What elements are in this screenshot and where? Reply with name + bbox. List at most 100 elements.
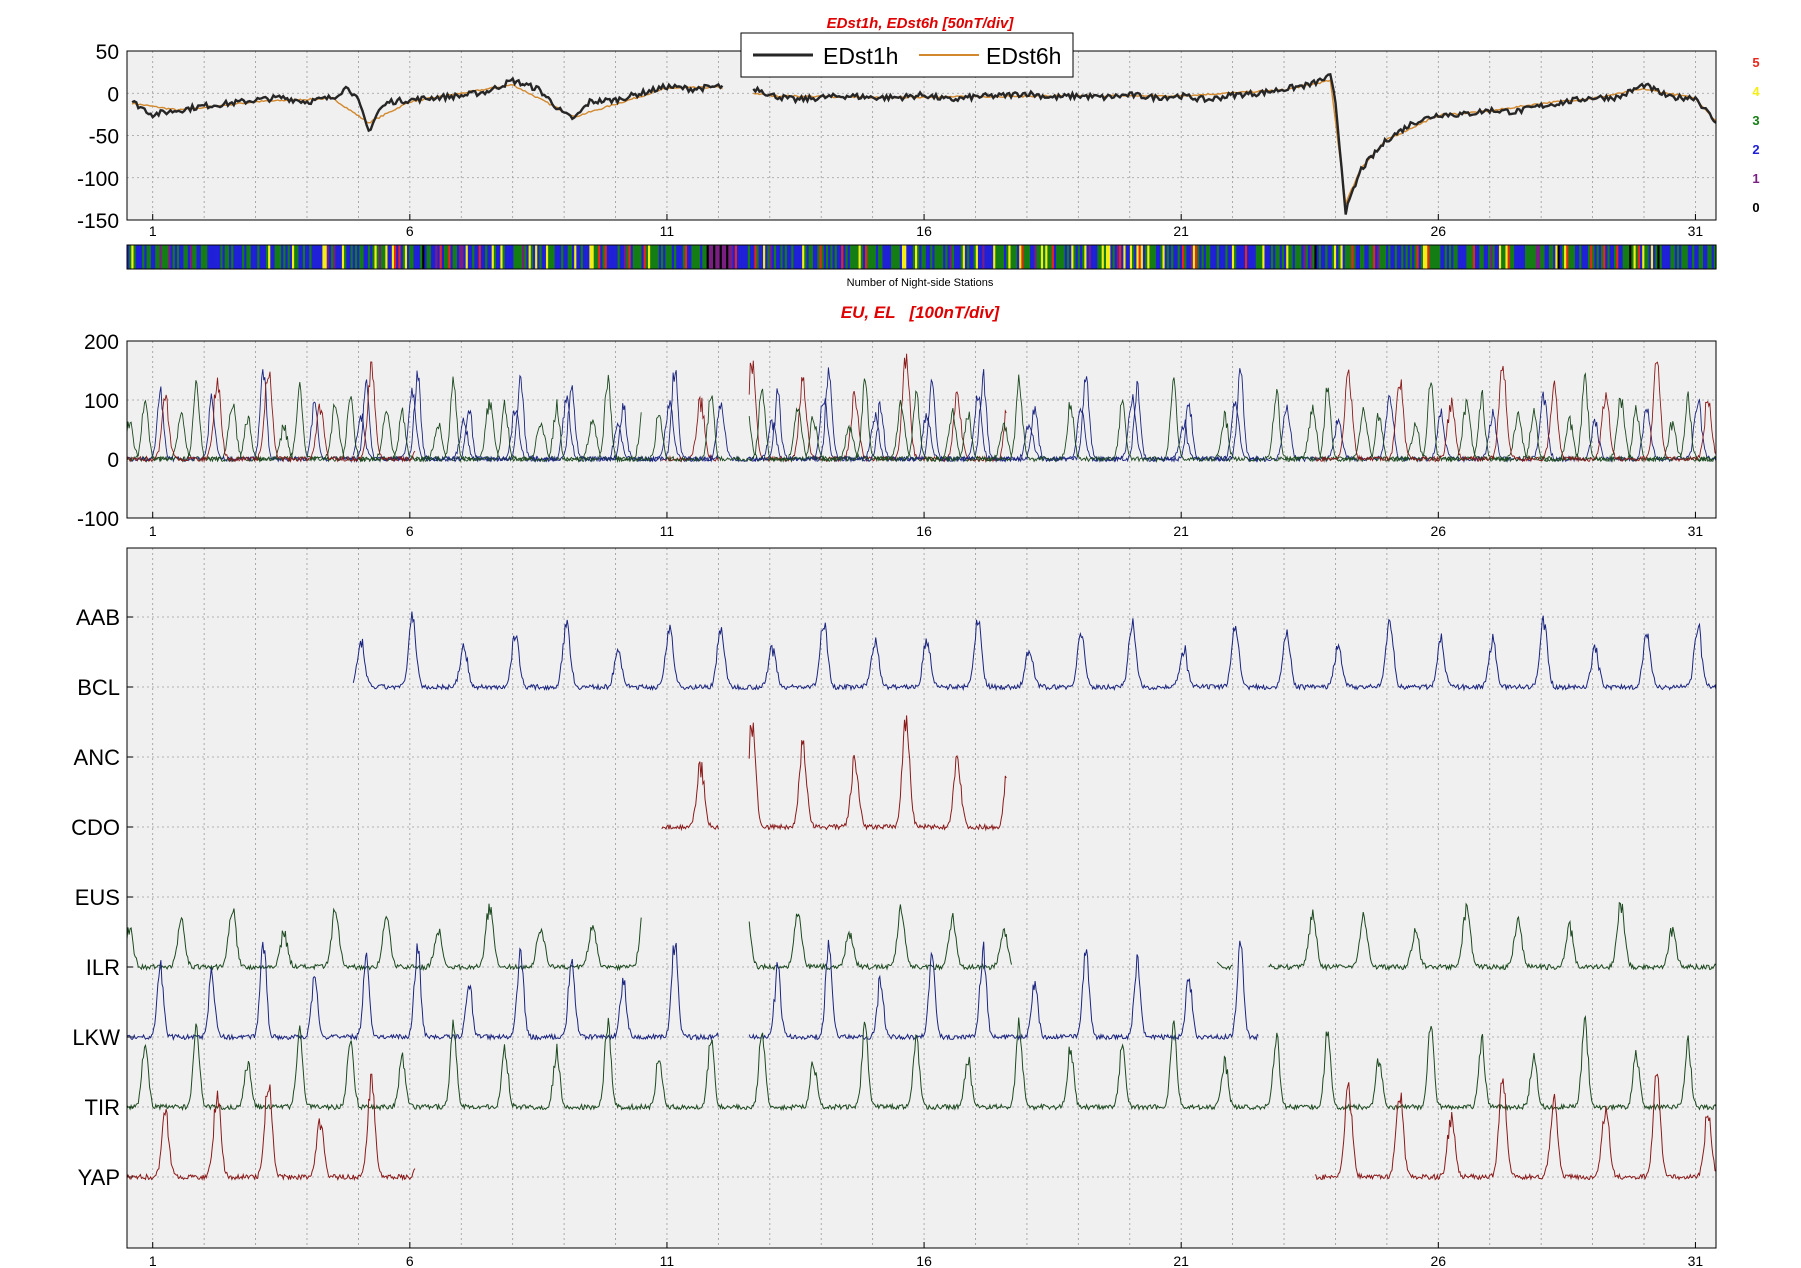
colorbar-cell xyxy=(1038,245,1042,269)
colorbar-cell xyxy=(218,245,221,269)
colorbar-cell xyxy=(1646,245,1650,269)
colorbar-cell xyxy=(1555,245,1559,269)
colorbar-cell xyxy=(1390,245,1394,269)
colorbar-cell xyxy=(1438,245,1441,269)
colorbar-cell xyxy=(637,245,640,269)
colorbar-cell xyxy=(257,245,261,269)
colorbar-cell xyxy=(276,245,280,269)
colorbar-cell xyxy=(515,245,519,269)
colorbar-cell xyxy=(654,245,658,269)
colorbar-cell xyxy=(1197,245,1200,269)
colorbar-cell xyxy=(1153,245,1157,269)
colorbar-cell xyxy=(224,245,228,269)
count-key-0: 0 xyxy=(1752,200,1759,215)
colorbar-cell xyxy=(1034,245,1038,269)
trace-tir xyxy=(1314,1073,1717,1181)
colorbar-cell xyxy=(750,245,753,269)
colorbar-cell xyxy=(986,245,990,269)
colorbar-cell xyxy=(1364,245,1368,269)
colorbar-cell xyxy=(229,245,232,269)
colorbar-cell xyxy=(344,245,347,269)
colorbar-cell xyxy=(255,245,258,269)
colorbar-cell xyxy=(1145,245,1148,269)
colorbar-cell xyxy=(656,245,660,269)
colorbar-cell xyxy=(428,245,432,269)
colorbar-cell xyxy=(1190,245,1194,269)
colorbar-cell xyxy=(1540,245,1543,269)
colorbar-cell xyxy=(1125,245,1129,269)
colorbar-cell xyxy=(836,245,840,269)
colorbar-cell xyxy=(1155,245,1159,269)
colorbar-cell xyxy=(1036,245,1040,269)
colorbar-cell xyxy=(1184,245,1187,269)
colorbar-cell xyxy=(318,245,321,269)
colorbar-cell xyxy=(446,245,449,269)
colorbar-cell xyxy=(1208,245,1211,269)
colorbar-cell xyxy=(956,245,959,269)
colorbar-cell xyxy=(899,245,903,269)
colorbar-cell xyxy=(802,245,805,269)
colorbar-cell xyxy=(619,245,623,269)
colorbar-cell xyxy=(502,245,506,269)
x-tick-label: 6 xyxy=(406,1253,414,1268)
colorbar-cell xyxy=(949,245,953,269)
colorbar-cell xyxy=(157,245,161,269)
legend-label-edst6h: EDst6h xyxy=(986,43,1061,69)
station-label-bcl: BCL xyxy=(77,675,120,700)
colorbar-cell xyxy=(754,245,758,269)
trace-ilr xyxy=(748,939,1259,1042)
colorbar-cell xyxy=(1229,245,1233,269)
eu-trace-tir xyxy=(126,361,416,463)
colorbar-cell xyxy=(270,245,274,269)
colorbar-cell xyxy=(1653,245,1656,269)
colorbar-cell xyxy=(1585,245,1589,269)
colorbar-cell xyxy=(231,245,234,269)
colorbar-cell xyxy=(943,245,946,269)
colorbar-cell xyxy=(726,245,729,269)
station-label-anc: ANC xyxy=(74,745,121,770)
colorbar-cell xyxy=(183,245,187,269)
x-tick-label: 11 xyxy=(660,523,675,539)
colorbar-cell xyxy=(411,245,415,269)
colorbar-cell xyxy=(1572,245,1576,269)
colorbar-cell xyxy=(723,245,727,269)
colorbar-cell xyxy=(500,245,504,269)
colorbar-cell xyxy=(773,245,777,269)
colorbar-cell xyxy=(1657,245,1661,269)
x-tick-label: 1 xyxy=(149,523,157,539)
colorbar-cell xyxy=(1668,245,1672,269)
colorbar-cell xyxy=(298,245,302,269)
colorbar-cell xyxy=(904,245,907,269)
colorbar-cell xyxy=(541,245,545,269)
eu-trace-aab xyxy=(352,387,1717,463)
colorbar-cell xyxy=(1331,245,1335,269)
colorbar-cell xyxy=(845,245,849,269)
colorbar-cell xyxy=(1092,245,1096,269)
colorbar-cell xyxy=(491,245,495,269)
colorbar-cell xyxy=(832,245,836,269)
colorbar-cell xyxy=(587,245,590,269)
colorbar-cell xyxy=(650,245,653,269)
colorbar-cell xyxy=(1192,245,1196,269)
colorbar-cell xyxy=(1414,245,1418,269)
colorbar-cell xyxy=(335,245,339,269)
colorbar-cell xyxy=(450,245,454,269)
colorbar-cell xyxy=(1553,245,1556,269)
colorbar-cell xyxy=(1286,245,1289,269)
colorbar-cell xyxy=(728,245,732,269)
colorbar-cell xyxy=(328,245,332,269)
colorbar-cell xyxy=(1594,245,1598,269)
x-tick-label: 31 xyxy=(1688,223,1704,239)
colorbar-cell xyxy=(242,245,245,269)
colorbar-cell xyxy=(391,245,395,269)
colorbar-cell xyxy=(962,245,966,269)
colorbar-cell xyxy=(263,245,267,269)
colorbar-cell xyxy=(400,245,404,269)
colorbar-cell xyxy=(947,245,951,269)
colorbar-cell xyxy=(543,245,547,269)
colorbar-cell xyxy=(535,245,538,269)
colorbar-cell xyxy=(1518,245,1522,269)
colorbar-cell xyxy=(1053,245,1057,269)
colorbar-cell xyxy=(643,245,647,269)
colorbar-cell xyxy=(1355,245,1359,269)
